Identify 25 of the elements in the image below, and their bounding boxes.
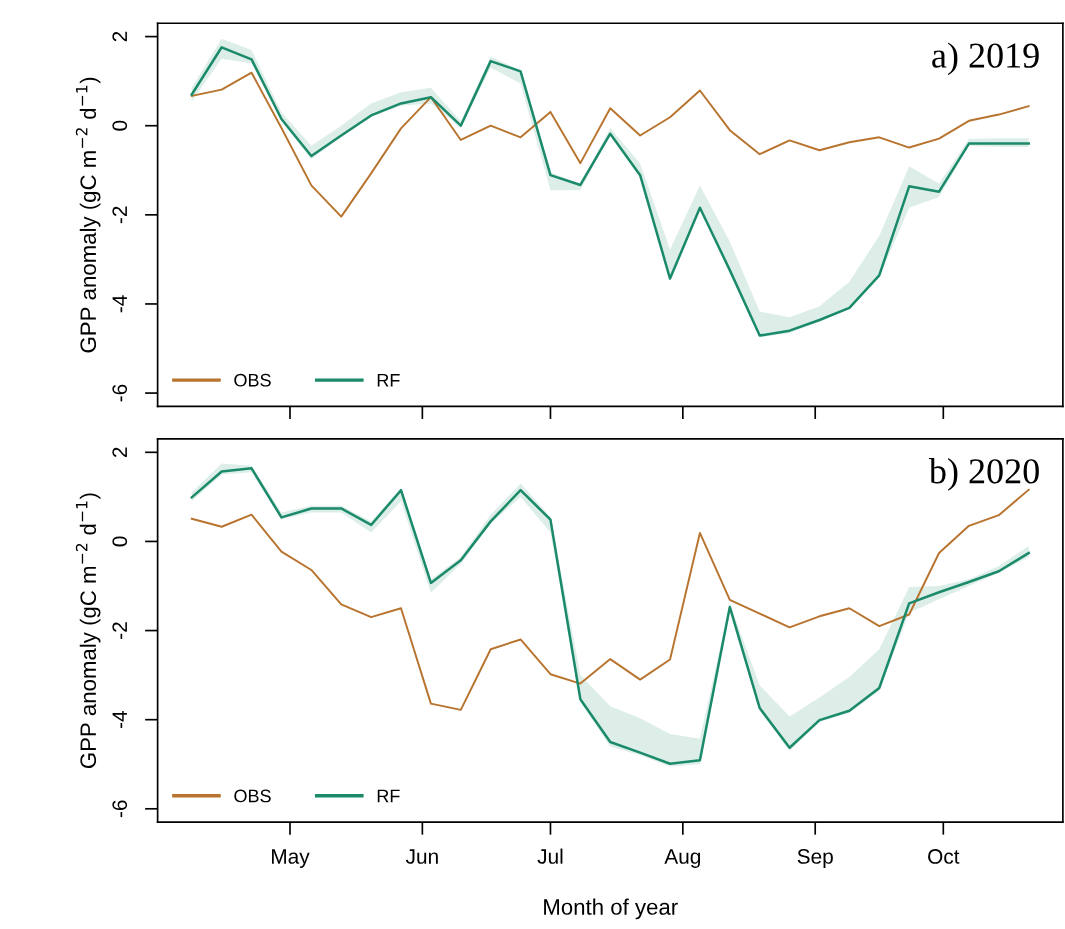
chart-title: a) 2019 [932, 42, 1039, 76]
y-tick-label: -2 [112, 622, 127, 639]
y-tick-label: 2 [112, 31, 127, 42]
y-tick-label: -4 [112, 711, 127, 729]
y-tick-label: -6 [112, 800, 128, 818]
legend-label: RF [377, 374, 400, 387]
x-tick-label: Jul [537, 848, 563, 864]
y-tick-label: -4 [112, 295, 127, 313]
chart-title: b) 2020 [928, 458, 1039, 491]
x-tick-label: Aug [664, 849, 701, 868]
x-tick-label: Oct [928, 849, 960, 864]
legend-label: OBS [234, 373, 271, 387]
y-axis-title: GPP anomaly (gC m$^{−2}$ d$^{−1}$) [75, 493, 101, 769]
x-tick-label: May [272, 849, 310, 868]
x-tick-label: Jun [405, 849, 438, 864]
y-tick-label: -2 [112, 206, 127, 224]
y-tick-label: 0 [112, 536, 128, 547]
y-tick-label: -6 [112, 384, 128, 402]
y-axis-title: GPP anomaly (gC m$^{−2}$ d$^{−1}$) [75, 77, 101, 353]
x-tick-label: Sep [797, 849, 833, 868]
legend-label: OBS [234, 789, 271, 803]
x-axis-title: Month of year [544, 898, 678, 920]
legend-label: RF [377, 789, 400, 803]
y-tick-label: 2 [112, 447, 127, 458]
y-tick-label: 0 [112, 120, 128, 131]
